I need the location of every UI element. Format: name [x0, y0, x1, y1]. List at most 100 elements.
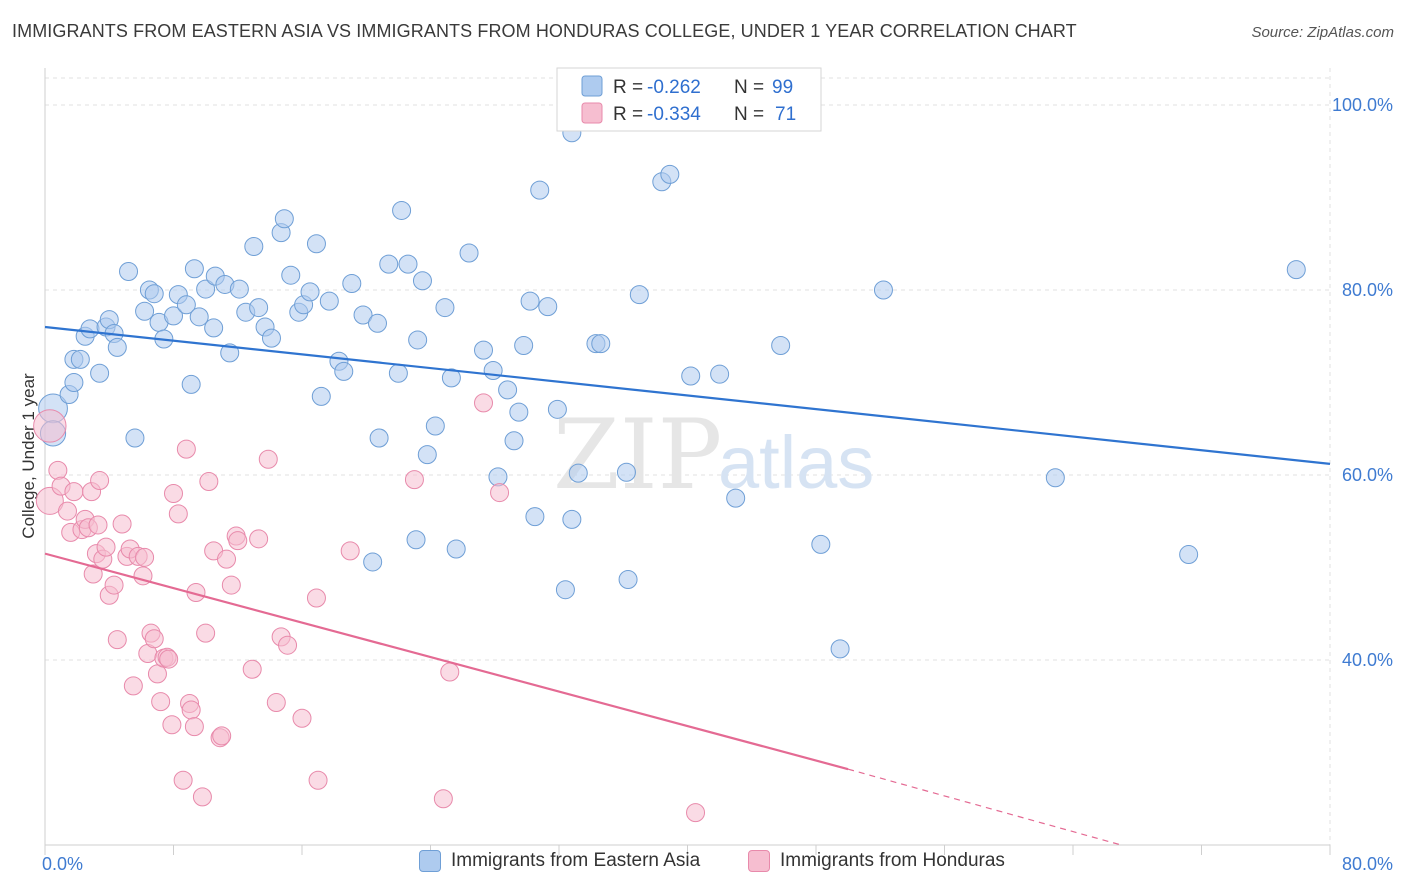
- honduras-point: [192, 787, 212, 807]
- stats-r-value: -0.334: [647, 104, 701, 125]
- eastern-asia-point: [425, 416, 445, 436]
- eastern-asia-point: [509, 402, 529, 422]
- eastern-asia-point: [504, 431, 524, 451]
- honduras-point: [433, 789, 453, 809]
- eastern-asia-point: [319, 291, 339, 311]
- eastern-asia-point: [474, 340, 494, 360]
- eastern-asia-point: [412, 271, 432, 291]
- eastern-asia-point: [125, 428, 145, 448]
- eastern-asia-point: [710, 364, 730, 384]
- eastern-asia-point: [398, 254, 418, 274]
- stats-r-value: -0.262: [647, 77, 701, 98]
- stats-n-value: 99: [772, 77, 793, 98]
- honduras-point: [212, 726, 232, 746]
- eastern-asia-point: [369, 428, 389, 448]
- honduras-point: [168, 504, 188, 524]
- honduras-point: [217, 549, 237, 569]
- eastern-asia-point: [64, 373, 84, 392]
- y-tick-labels: 40.0% 60.0% 80.0% 100.0%: [1332, 95, 1393, 670]
- y-tick-label: 80.0%: [1342, 280, 1393, 300]
- eastern-asia-point: [244, 237, 264, 257]
- honduras-point: [173, 770, 193, 790]
- honduras-point: [196, 623, 216, 643]
- data-points: [33, 123, 1306, 823]
- honduras-point: [159, 649, 179, 669]
- honduras-point: [83, 564, 103, 584]
- eastern-asia-point: [220, 343, 240, 363]
- eastern-asia-point: [618, 570, 638, 590]
- eastern-asia-point: [525, 507, 545, 527]
- eastern-asia-point: [629, 285, 649, 305]
- eastern-asia-point: [726, 488, 746, 508]
- eastern-asia-point: [281, 265, 301, 285]
- eastern-asia-point: [306, 234, 326, 254]
- eastern-asia-point: [342, 274, 362, 294]
- honduras-point: [440, 662, 460, 682]
- eastern-asia-point: [498, 380, 518, 400]
- honduras-trend-extension: [847, 768, 1122, 846]
- legend-swatch-pink: [748, 850, 770, 872]
- honduras-point: [96, 537, 116, 557]
- honduras-point: [48, 460, 68, 480]
- eastern-asia-point: [488, 467, 508, 487]
- eastern-asia-point: [459, 243, 479, 263]
- honduras-point: [64, 482, 84, 502]
- stats-n-value: 71: [775, 104, 796, 125]
- honduras-point: [249, 529, 269, 549]
- honduras-point: [306, 588, 326, 608]
- eastern-asia-point: [616, 462, 636, 482]
- eastern-asia-point: [1045, 468, 1065, 488]
- honduras-point: [474, 393, 494, 413]
- y-tick-label: 60.0%: [1342, 465, 1393, 485]
- chart-title: IMMIGRANTS FROM EASTERN ASIA VS IMMIGRAN…: [12, 21, 1077, 41]
- trend-lines: [44, 325, 1331, 846]
- honduras-point: [278, 635, 298, 655]
- eastern-asia-point: [261, 328, 281, 348]
- watermark-atlas: atlas: [718, 421, 874, 504]
- eastern-asia-point: [363, 552, 383, 572]
- eastern-asia-point: [189, 307, 209, 327]
- eastern-asia-trend-line: [44, 325, 1331, 465]
- honduras-point: [107, 630, 127, 650]
- honduras-point: [90, 471, 110, 491]
- eastern-asia-point: [176, 295, 196, 315]
- legend-item-eastern-asia: Immigrants from Eastern Asia: [419, 850, 700, 872]
- eastern-asia-point: [119, 262, 139, 281]
- eastern-asia-point: [353, 305, 373, 325]
- eastern-asia-point: [90, 363, 110, 383]
- honduras-trend-line: [44, 552, 849, 771]
- eastern-asia-point: [367, 313, 387, 333]
- honduras-point: [228, 531, 248, 551]
- eastern-asia-point: [229, 279, 249, 299]
- eastern-asia-point: [249, 298, 269, 318]
- honduras-point: [242, 659, 262, 679]
- legend-label-eastern-asia: Immigrants from Eastern Asia: [451, 850, 701, 871]
- honduras-point: [135, 547, 155, 567]
- honduras-point: [33, 409, 67, 443]
- eastern-asia-point: [1179, 545, 1199, 565]
- eastern-asia-point: [555, 580, 575, 600]
- eastern-asia-point: [135, 301, 155, 321]
- eastern-asia-point: [530, 180, 550, 200]
- honduras-point: [266, 693, 286, 713]
- eastern-asia-point: [1286, 260, 1306, 280]
- eastern-asia-point: [406, 530, 426, 550]
- eastern-asia-point: [811, 534, 831, 554]
- watermark: ZIP atlas: [553, 399, 874, 511]
- x-tick-label: 80.0%: [1342, 854, 1393, 874]
- honduras-point: [686, 803, 706, 823]
- honduras-point: [292, 708, 312, 728]
- eastern-asia-point: [392, 200, 412, 220]
- honduras-point: [199, 471, 219, 491]
- x-tick-labels: 0.0% 80.0%: [42, 854, 1393, 874]
- eastern-asia-point: [514, 336, 534, 355]
- legend-swatch-blue: [419, 850, 441, 872]
- y-axis-label: College, Under 1 year: [19, 373, 38, 539]
- eastern-asia-point: [181, 374, 201, 394]
- honduras-point: [164, 484, 183, 503]
- eastern-asia-point: [830, 639, 850, 659]
- honduras-point: [184, 717, 204, 737]
- eastern-asia-point: [417, 445, 437, 465]
- y-tick-label: 40.0%: [1342, 650, 1393, 670]
- eastern-asia-point: [483, 360, 503, 380]
